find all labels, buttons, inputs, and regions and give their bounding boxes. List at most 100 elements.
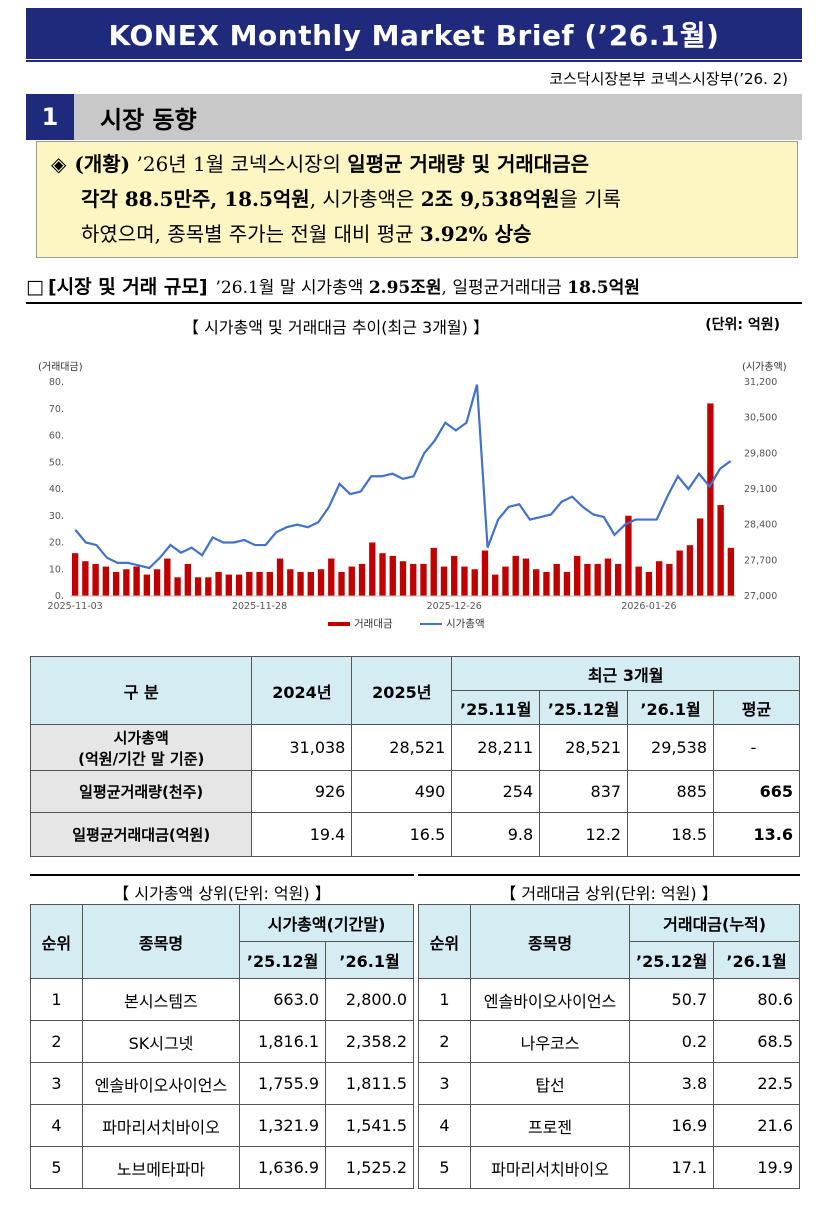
- report-org-date: 코스닥시장본부 코넥스시장부(’26. 2): [26, 60, 802, 90]
- trading-value-bar: [102, 566, 110, 596]
- x-tick-label: 2025-12-26: [427, 601, 482, 612]
- x-tick-label: 2025-11-28: [232, 601, 287, 612]
- th-rank: 순위: [418, 904, 471, 979]
- trading-value-bar: [471, 569, 478, 596]
- trading-value-bar: [133, 566, 140, 596]
- trading-value-bar: [389, 555, 396, 597]
- trading-value-bar: [338, 571, 345, 596]
- th-2024: 2024년: [251, 656, 353, 725]
- trading-value-bar: [379, 553, 386, 596]
- right-tick-label: 29,800: [744, 448, 777, 459]
- trading-value-bar: [502, 566, 509, 596]
- row-label: 시가총액 (억원/기간 말 기준): [29, 724, 253, 771]
- value-rank-panel: 【 거래대금 상위(단위: 억원) 】 순위 종목명 거래대금(누적) ’25.…: [418, 874, 800, 1189]
- line-series-market-cap: [74, 384, 732, 570]
- market-chart: (거래대금) (시가총액) 80. 70. 60. 50. 40. 30. 20. 10. 0. 31…: [38, 361, 787, 630]
- summary-text-2c: 2조 9,538억원: [420, 187, 560, 211]
- trading-value-bar: [348, 566, 355, 596]
- th-m2: ’25.12월: [539, 690, 629, 725]
- cell: 28,521: [539, 724, 629, 771]
- trading-value-bar: [82, 561, 89, 596]
- chart-axes: (거래대금) (시가총액) 80. 70. 60. 50. 40. 30. 20. 10. 0. 31…: [38, 361, 787, 612]
- trading-value-bar: [574, 555, 581, 597]
- chart-legend: 거래대금 시가총액: [328, 618, 485, 630]
- trading-value-bar: [430, 547, 437, 596]
- summary-text-2b: , 시가총액은: [309, 187, 421, 211]
- trading-value-bar: [655, 561, 663, 596]
- trading-value-bar: [614, 563, 622, 596]
- x-tick-label: 2026-01-26: [621, 601, 676, 612]
- table-row: 3 탑선 3.8 22.5: [418, 1062, 800, 1105]
- table-row: 시가총액 (억원/기간 말 기준) 31,038 28,521 28,211 28…: [29, 724, 800, 771]
- th-2025: 2025년: [351, 656, 453, 725]
- summary-text-1a: ’26년 1월 코넥스시장의: [136, 152, 348, 176]
- chart-title-row: 【 시가총액 및 거래대금 추이(최근 3개월) 】 (단위: 억원): [26, 314, 802, 342]
- trading-value-bar: [164, 558, 171, 596]
- trading-value-bar: [543, 571, 550, 596]
- right-tick-label: 29,100: [744, 484, 777, 495]
- th-m2: ’26.1월: [713, 941, 800, 979]
- subheading-text: ’26.1월 말 시가총액 2.95조원, 일평균거래대금 18.5억원: [215, 278, 640, 298]
- th-m2: ’26.1월: [325, 941, 414, 979]
- trading-value-bar: [328, 558, 335, 596]
- trading-value-bar: [533, 569, 540, 596]
- chart-title: 【 시가총액 및 거래대금 추이(최근 3개월) 】: [183, 318, 489, 337]
- cell: 926: [251, 770, 353, 813]
- section-number: 1: [26, 94, 74, 140]
- trading-value-bar: [676, 550, 683, 596]
- trading-value-bar: [420, 563, 427, 596]
- trading-value-bar: [307, 571, 314, 596]
- trading-value-bar: [717, 505, 724, 596]
- section-header: 1 시장 동향: [26, 94, 802, 140]
- row-label: 일평균거래량(천주): [29, 770, 253, 813]
- trading-value-bar: [287, 569, 294, 596]
- left-tick-label: 70.: [49, 404, 64, 415]
- cell: 837: [539, 770, 629, 813]
- trading-value-bar: [666, 563, 673, 596]
- trading-value-bar: [92, 563, 99, 596]
- report-title: KONEX Monthly Market Brief (’26.1월): [26, 8, 802, 59]
- trading-value-bar: [645, 571, 653, 596]
- trading-value-bar: [399, 561, 407, 596]
- trading-value-bar: [174, 577, 181, 596]
- table-row: 일평균거래량(천주) 926 490 254 837 885 665: [29, 770, 800, 813]
- cell: 28,521: [351, 724, 453, 771]
- trading-value-bar: [440, 566, 448, 596]
- trading-value-bar: [153, 569, 161, 596]
- summary-text-3b: 3.92% 상승: [419, 222, 532, 246]
- cell: 29,538: [627, 724, 715, 771]
- th-m1: ’25.11월: [451, 690, 541, 725]
- cap-rank-panel: 【 시가총액 상위(단위: 억원) 】 순위 종목명 시가총액(기간말) ’25…: [30, 874, 414, 1189]
- legend-label-trading-value: 거래대금: [354, 618, 393, 630]
- trading-value-bar: [522, 558, 530, 596]
- cap-rank-title: 【 시가총액 상위(단위: 억원) 】: [30, 874, 414, 904]
- cell: 885: [627, 770, 715, 813]
- bar-series-trading-value: [71, 403, 735, 597]
- th-name: 종목명: [469, 904, 631, 979]
- trading-value-bar: [256, 571, 263, 596]
- table-row: 4 프로젠 16.9 21.6: [418, 1104, 800, 1147]
- trading-value-bar: [317, 569, 325, 596]
- row-label: 일평균거래대금(억원): [29, 812, 253, 857]
- right-tick-label: 27,000: [744, 591, 777, 602]
- trading-value-bar: [123, 569, 130, 596]
- cell: 9.8: [451, 812, 541, 857]
- table-row: 2 SK시그넷 1,816.1 2,358.2: [30, 1020, 414, 1063]
- subheading-title: [시장 및 거래 규모]: [47, 276, 208, 298]
- left-tick-label: 80.: [49, 377, 64, 388]
- summary-text-3a: 하였으며, 종목별 주가는 전월 대비 평균: [81, 222, 420, 246]
- right-axis-label: (시가총액): [742, 361, 787, 373]
- value-rank-title: 【 거래대금 상위(단위: 억원) 】: [418, 874, 800, 904]
- right-tick-label: 30,500: [744, 413, 777, 424]
- left-axis-label: (거래대금): [38, 361, 83, 373]
- cell: 665: [713, 770, 800, 813]
- cell: 18.5: [627, 812, 715, 857]
- left-tick-label: 60.: [49, 431, 64, 442]
- th-m1: ’25.12월: [239, 941, 327, 979]
- trading-value-bar: [246, 571, 253, 596]
- trading-value-bar: [143, 574, 151, 596]
- trading-value-bar: [635, 566, 642, 596]
- table-row: 1 엔솔바이오사이언스 50.7 80.6: [418, 978, 800, 1021]
- section-title: 시장 동향: [100, 105, 197, 134]
- summary-bullet: ◈: [51, 152, 67, 176]
